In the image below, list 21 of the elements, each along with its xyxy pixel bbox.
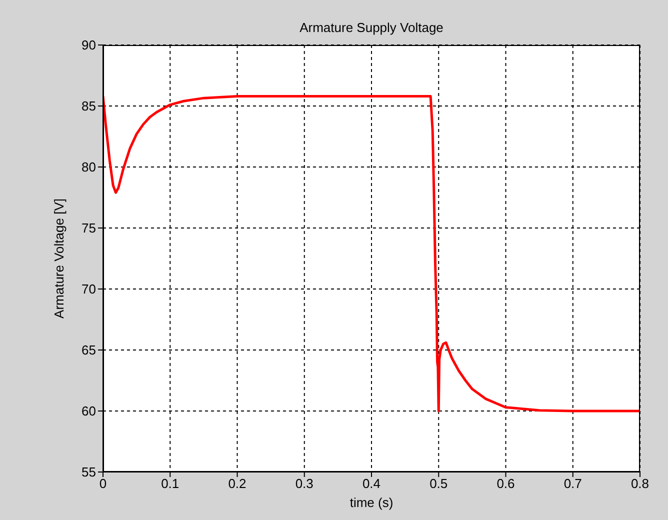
y-tick-label: 90 bbox=[82, 38, 96, 53]
y-tick-label: 65 bbox=[82, 342, 96, 358]
x-tick-label: 0.3 bbox=[295, 476, 314, 492]
y-tick-label: 70 bbox=[82, 282, 96, 297]
x-tick-label: 0.4 bbox=[362, 476, 381, 492]
x-tick-label: 0.7 bbox=[564, 476, 582, 492]
x-tick-label: 0.1 bbox=[161, 476, 180, 492]
y-tick-label: 85 bbox=[82, 98, 96, 114]
x-tick-label: 0.8 bbox=[630, 476, 650, 492]
y-tick-label: 75 bbox=[82, 220, 96, 236]
x-tick-label: 0.2 bbox=[228, 476, 246, 492]
x-tick-label: 0.6 bbox=[496, 476, 515, 492]
y-tick-label: 55 bbox=[82, 464, 96, 480]
x-tick-label: 0 bbox=[99, 476, 107, 492]
x-tick-label: 0.5 bbox=[430, 476, 448, 492]
y-tick-label: 80 bbox=[82, 160, 96, 175]
y-axis-title: Armature Voltage [V] bbox=[52, 198, 67, 318]
x-axis-title: time (s) bbox=[350, 495, 394, 510]
y-tick-label: 60 bbox=[82, 404, 96, 419]
line-series bbox=[103, 94, 640, 412]
chart-title: Armature Supply Voltage bbox=[298, 20, 444, 35]
